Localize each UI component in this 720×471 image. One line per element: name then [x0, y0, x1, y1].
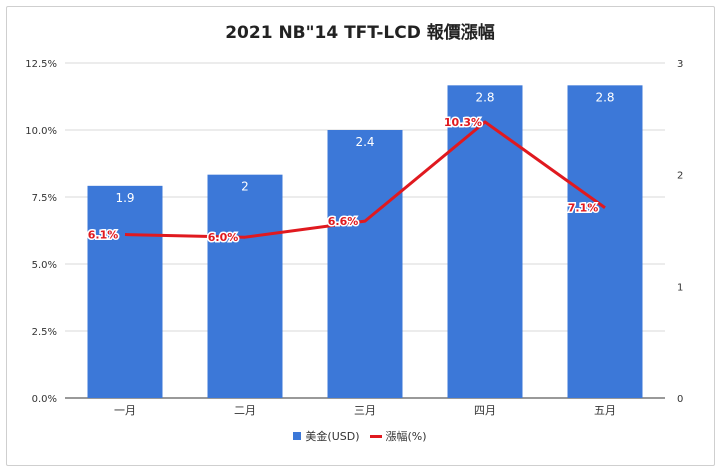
bar [327, 130, 403, 398]
bar [447, 85, 523, 398]
bar-data-label: 2.4 [355, 135, 374, 149]
bar [87, 185, 163, 398]
bar-data-label: 2 [241, 180, 249, 194]
right-axis-tick-label: 2 [677, 171, 683, 182]
left-axis-tick-label: 12.5% [25, 59, 57, 70]
legend-item-pct: 漲幅(%) [369, 428, 427, 444]
line-data-label: 10.3% [444, 116, 482, 129]
x-axis-tick-label: 四月 [474, 404, 496, 417]
line-data-label: 6.1% [88, 229, 119, 242]
left-axis-tick-label: 7.5% [32, 193, 57, 204]
x-axis-tick-label: 一月 [114, 404, 136, 417]
line-series-pct [124, 120, 606, 239]
legend-item-usd: 美金(USD) [293, 428, 360, 444]
legend-swatch-pct [369, 434, 382, 438]
legend-swatch-usd [293, 432, 302, 440]
x-axis-tick-label: 二月 [234, 404, 256, 417]
x-axis-tick-label: 三月 [354, 404, 376, 417]
left-axis-tick-label: 5.0% [32, 260, 57, 271]
right-axis-tick-label: 1 [677, 282, 683, 293]
chart-legend: 美金(USD) 漲幅(%) [0, 428, 720, 444]
bar-data-label: 1.9 [115, 191, 134, 205]
legend-label-pct: 漲幅(%) [385, 430, 427, 443]
line-data-label: 7.1% [568, 202, 599, 215]
right-axis-tick-label: 3 [677, 59, 683, 70]
chart-title: 2021 NB"14 TFT-LCD 報價漲幅 [225, 23, 495, 43]
bar [207, 174, 283, 398]
left-axis-tick-label: 0.0% [32, 394, 57, 405]
line-data-label: 6.6% [328, 215, 359, 228]
left-axis-tick-label: 10.0% [25, 126, 57, 137]
line-data-label: 6.0% [208, 231, 239, 244]
x-axis-tick-label: 五月 [594, 404, 616, 417]
bar [567, 85, 643, 398]
bar-data-label: 2.8 [475, 90, 494, 104]
bar-data-label: 2.8 [595, 90, 614, 104]
left-axis-tick-label: 2.5% [32, 327, 57, 338]
legend-label-usd: 美金(USD) [305, 430, 360, 443]
right-axis-tick-label: 0 [677, 394, 683, 405]
